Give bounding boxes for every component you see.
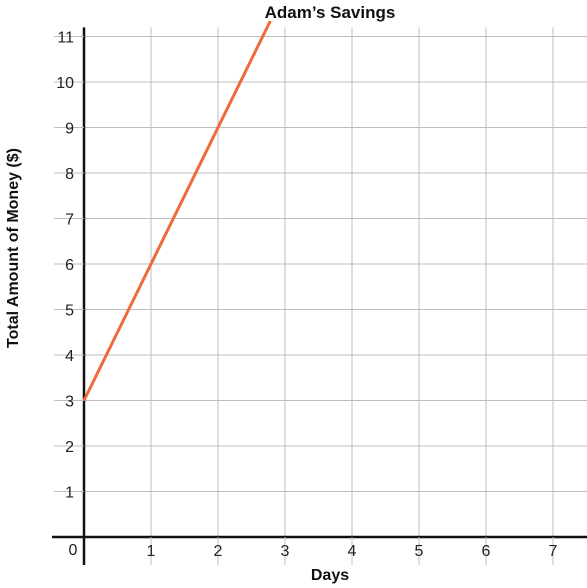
x-tick-label: 2 xyxy=(214,543,223,560)
y-tick-label: 5 xyxy=(65,303,74,320)
x-tick-label: 4 xyxy=(348,543,357,560)
x-tick-label: 1 xyxy=(147,543,156,560)
x-tick-label: 5 xyxy=(415,543,424,560)
series xyxy=(82,20,272,402)
y-tick-label: 10 xyxy=(56,75,74,92)
axes xyxy=(52,27,587,565)
y-tick-label: 4 xyxy=(65,348,74,365)
y-tick-label: 8 xyxy=(65,166,74,183)
x-tick-label: 7 xyxy=(549,543,558,560)
y-tick-label: 11 xyxy=(57,30,74,47)
y-tick-label: 2 xyxy=(65,439,74,456)
y-tick-label: 3 xyxy=(65,394,74,411)
x-tick-label: 3 xyxy=(281,543,290,560)
y-tick-label: 9 xyxy=(65,121,74,138)
chart-title: Adam’s Savings xyxy=(265,3,396,22)
y-tick-label: 6 xyxy=(65,257,74,274)
y-axis-title: Total Amount of Money ($) xyxy=(5,148,22,348)
x-tick-label: 6 xyxy=(482,543,491,560)
series-line-0 xyxy=(82,20,272,402)
y-tick-label: 7 xyxy=(65,212,74,229)
grid xyxy=(84,27,587,537)
origin-label: 0 xyxy=(69,542,78,559)
x-axis-title: Days xyxy=(311,567,349,584)
y-tick-label: 1 xyxy=(65,485,74,502)
